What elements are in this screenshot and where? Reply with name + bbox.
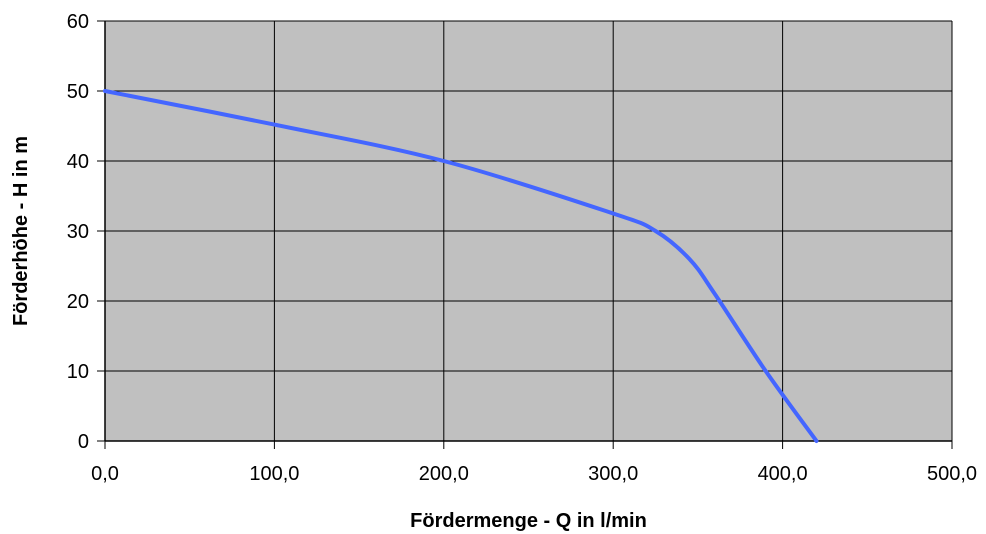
x-tick-label: 200,0	[419, 463, 469, 485]
x-tick-label: 500,0	[927, 463, 977, 485]
x-tick-label: 0,0	[91, 463, 119, 485]
x-axis-title: Fördermenge - Q in l/min	[410, 510, 647, 532]
x-tick-label: 100,0	[249, 463, 299, 485]
series-line	[103, 89, 819, 443]
y-tick-label: 50	[67, 81, 89, 103]
y-tick-label: 40	[67, 151, 89, 173]
y-tick-label: 20	[67, 291, 89, 313]
x-tick-label: 300,0	[588, 463, 638, 485]
y-axis-title: Förderhöhe - H in m	[10, 136, 32, 326]
x-tick-label: 400,0	[758, 463, 808, 485]
y-tick-label: 0	[78, 431, 89, 453]
series-layer	[103, 89, 819, 443]
y-tick-label: 10	[67, 361, 89, 383]
y-tick-label: 30	[67, 221, 89, 243]
y-tick-label: 60	[67, 11, 89, 33]
tick-labels: 0 10 20 30 40 50 60 0,0 100,0 200,0 300,0 400,0 500,…	[67, 11, 977, 485]
